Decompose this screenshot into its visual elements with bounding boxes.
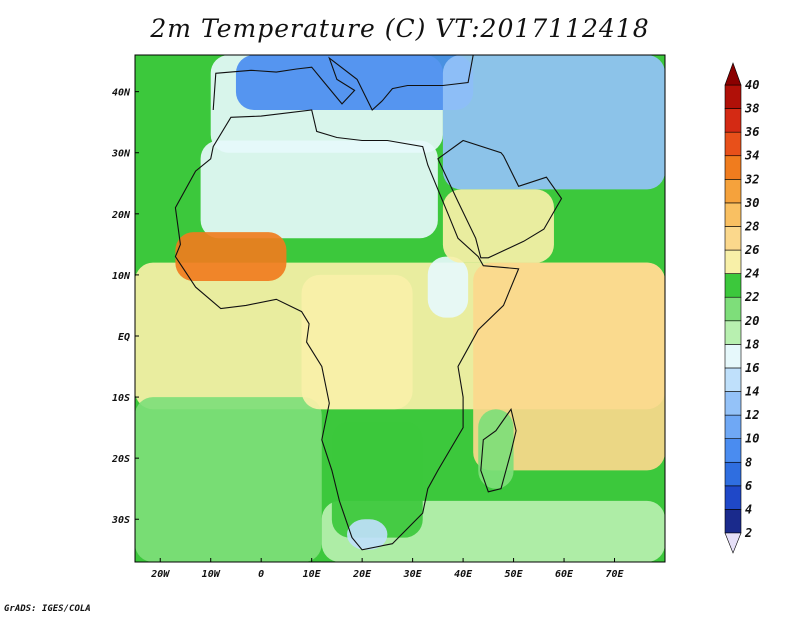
lat-tick-label: 10N — [112, 271, 131, 282]
colorbar-swatch — [724, 320, 742, 345]
field-region-indian-ocean — [473, 262, 665, 471]
colorbar-label: 16 — [745, 361, 759, 375]
colorbar-swatch — [724, 344, 742, 369]
colorbar-label: 12 — [745, 408, 759, 422]
colorbar-label: 26 — [744, 243, 759, 257]
map-title: 2m Temperature (C) VT:2017112418 — [150, 14, 650, 43]
field-region-sahel-hot — [175, 232, 287, 282]
colorbar-swatch — [724, 414, 742, 439]
coastline-africa — [174, 109, 520, 551]
colorbar-label: 28 — [744, 219, 759, 233]
field-region-middle-east — [442, 55, 665, 190]
colorbar-min-arrow — [724, 532, 742, 554]
colorbar-label: 34 — [744, 149, 759, 163]
colorbar-swatch — [724, 84, 742, 109]
lon-tick-label: 60E — [555, 569, 574, 580]
lon-tick-label: 50E — [505, 569, 524, 580]
colorbar-swatch — [724, 131, 742, 157]
field-region-cape — [347, 519, 388, 550]
colorbar-label: 14 — [745, 385, 759, 399]
field-region-southern-africa — [331, 421, 423, 538]
lat-tick-label: 20S — [111, 454, 130, 465]
colorbar-label: 8 — [745, 455, 752, 469]
coastline-europe — [212, 54, 474, 111]
colorbar-swatch — [724, 438, 742, 463]
lon-tick-label: 20E — [352, 569, 372, 580]
colorbar-swatch — [724, 179, 742, 204]
colorbar-swatch — [724, 485, 742, 510]
lat-tick-label: 30S — [111, 515, 130, 526]
field-region-arabia — [442, 189, 554, 263]
colorbar-label: 36 — [744, 125, 759, 139]
colorbar-label: 6 — [745, 479, 752, 493]
colorbar-swatch — [724, 108, 742, 133]
map-frame — [134, 54, 666, 563]
colorbar-swatch — [724, 296, 742, 322]
lat-axis: 40N 30N 20N 10N EQ 10S 20S 30S — [111, 88, 139, 526]
colorbar-swatch — [724, 155, 742, 180]
field-region-east-africa-highlands — [427, 256, 469, 318]
lon-axis: 20W 10W 0 10E 20E 30E 40E 50E 60E 70E — [150, 558, 625, 580]
temperature-field — [135, 55, 665, 562]
colorbar-swatch — [724, 202, 742, 227]
lat-tick-label: 30N — [111, 149, 131, 160]
colorbar-swatch — [724, 226, 742, 251]
field-region-madagascar — [478, 409, 514, 489]
lon-tick-label: 20W — [150, 569, 170, 580]
colorbar-label: 40 — [745, 78, 759, 92]
colorbar-label: 30 — [744, 196, 759, 210]
lat-tick-label: 40N — [112, 88, 131, 99]
colorbar-swatch — [724, 391, 742, 416]
colorbar-label: 10 — [745, 432, 759, 446]
colorbar-label: 18 — [745, 337, 759, 351]
coastline-madagascar — [480, 407, 517, 493]
lon-tick-label: 30E — [403, 569, 423, 580]
lon-tick-label: 70E — [605, 569, 624, 580]
coastline-arabia — [437, 139, 563, 259]
colorbar-swatch — [724, 273, 742, 298]
field-region-south-atlantic — [135, 397, 322, 562]
colorbar-label: 38 — [744, 102, 759, 116]
colorbar-label: 32 — [744, 172, 759, 186]
colorbar-swatch — [724, 461, 742, 487]
lon-tick-label: 40E — [454, 569, 473, 580]
colorbar-label: 4 — [745, 502, 752, 516]
colorbar-swatch — [724, 509, 742, 534]
lon-tick-label: 0 — [258, 569, 264, 580]
colorbar-max-arrow — [724, 62, 742, 86]
colorbar-label: 24 — [744, 267, 759, 281]
coastlines — [174, 54, 563, 551]
lat-tick-label: 20N — [111, 210, 131, 221]
field-region-sahara — [200, 140, 438, 239]
lat-tick-label: 10S — [112, 393, 130, 404]
footer-credit: GrADS: IGES/COLA — [4, 604, 91, 614]
colorbar-label: 22 — [744, 290, 759, 304]
colorbar-swatch — [724, 367, 742, 392]
lon-tick-label: 10W — [202, 569, 221, 580]
colorbar-swatch — [724, 249, 742, 274]
lon-tick-label: 10E — [303, 569, 322, 580]
field-region-europe — [235, 55, 474, 110]
colorbar-label: 2 — [744, 526, 752, 540]
field-region-central-africa — [301, 274, 413, 410]
lat-tick-label: EQ — [118, 332, 130, 343]
colorbar-label: 20 — [744, 314, 759, 328]
